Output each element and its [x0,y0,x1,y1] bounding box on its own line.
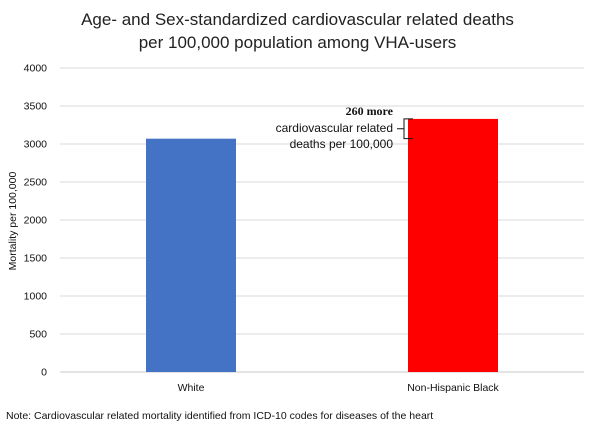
gridlines [60,67,584,373]
chart-title: Age- and Sex-standardized cardiovascular… [0,8,595,54]
x-axis-ticks: White Non-Hispanic Black [178,382,500,394]
y-tick-label: 500 [29,329,47,341]
y-tick-label: 2000 [24,215,48,227]
chart-title-line-1: Age- and Sex-standardized cardiovascular… [81,10,514,29]
annotation-line: cardiovascular related [276,121,393,135]
y-tick-label: 3500 [24,101,48,113]
y-tick-label: 0 [41,367,47,379]
difference-bracket [397,118,413,140]
bar-non-hispanic-black [408,118,498,372]
y-tick-label: 3000 [24,139,48,151]
bars [146,118,498,372]
annotation-line: deaths per 100,000 [290,137,394,151]
x-tick-label: Non-Hispanic Black [407,382,499,394]
x-tick-label: White [178,382,205,394]
y-tick-label: 2500 [24,177,48,189]
y-tick-label: 1000 [24,291,48,303]
annotation-bold-line: 260 more [346,104,394,118]
y-axis-ticks: 0 500 1000 1500 2000 2500 3000 3500 4000 [24,63,48,379]
y-tick-label: 1500 [24,253,48,265]
y-axis-label: Mortality per 100,000 [7,172,19,271]
y-tick-label: 4000 [24,63,48,75]
difference-annotation: 260 more cardiovascular related deaths per… [276,104,413,151]
chart-title-line-2: per 100,000 population among VHA-users [138,33,457,52]
bar-white [146,138,236,372]
footnote: Note: Cardiovascular related mortality i… [6,410,434,422]
